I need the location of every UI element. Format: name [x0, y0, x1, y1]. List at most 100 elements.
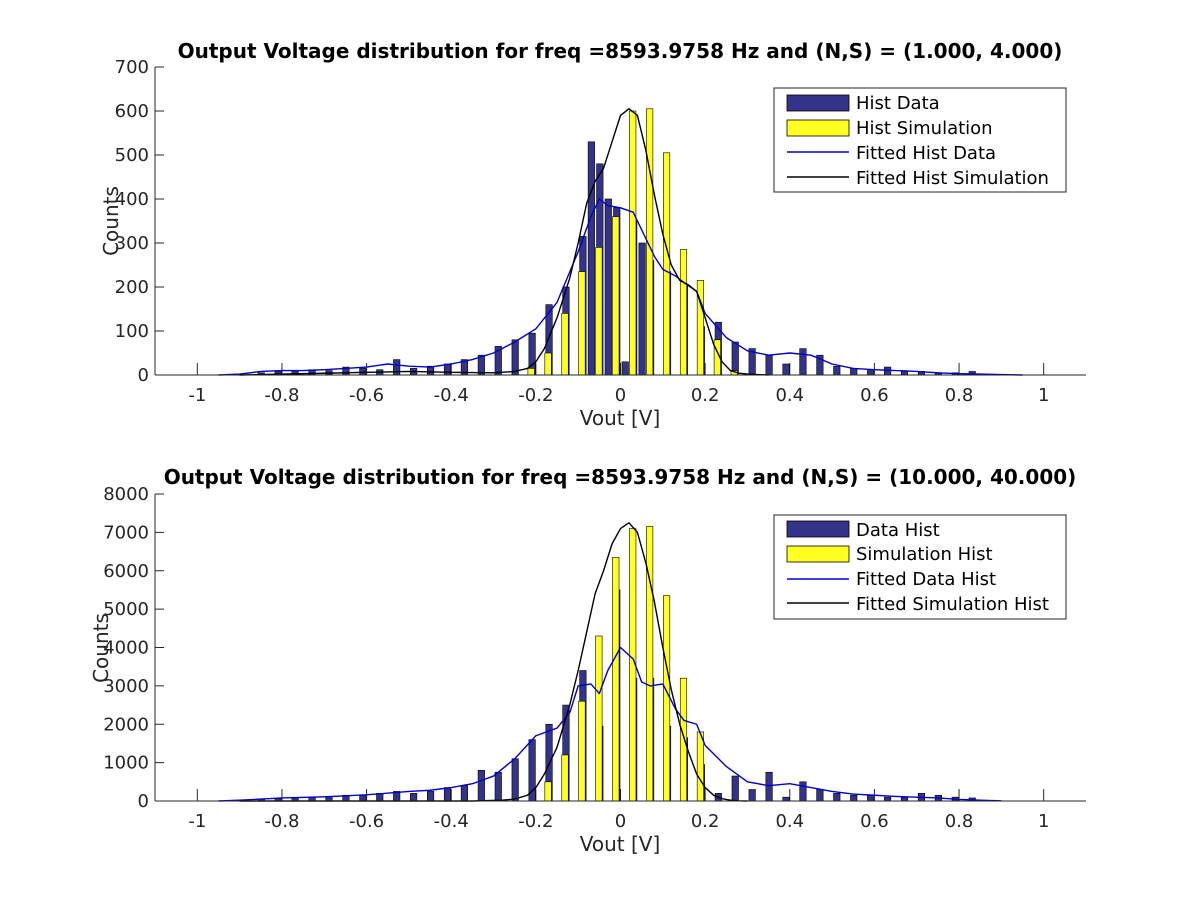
chart-top: Output Voltage distribution for freq =85…: [99, 39, 1086, 430]
y-tick-label: 6000: [103, 561, 149, 582]
data-hist-bar: [782, 796, 790, 802]
data-hist-bar: [799, 348, 807, 376]
x-tick-label: 1: [1038, 385, 1049, 406]
legend-label-simulation-hist: Simulation Hist: [856, 544, 993, 565]
y-tick-label: 400: [115, 189, 149, 210]
y-tick-label: 0: [138, 365, 149, 386]
data-hist-bar: [782, 363, 790, 376]
data-hist-bar: [460, 785, 468, 802]
legend-swatch-hist-data: [786, 94, 850, 112]
simulation-hist-bar: [612, 216, 620, 376]
x-tick-label: 1: [1038, 811, 1049, 832]
data-hist-bar: [816, 789, 824, 802]
data-hist-bar: [900, 796, 909, 802]
simulation-hist-bar: [679, 249, 688, 376]
chart-title: Output Voltage distribution for freq =85…: [178, 39, 1063, 63]
simulation-hist-bar: [696, 731, 704, 802]
simulation-hist-bar: [578, 271, 586, 376]
y-tick-label: 1000: [103, 753, 149, 774]
x-tick-label: -0.6: [349, 385, 384, 406]
data-hist-bar: [731, 341, 739, 376]
axes-box: [154, 67, 1086, 376]
x-tick-label: -1: [188, 811, 206, 832]
x-tick-label: 0: [615, 811, 626, 832]
data-hist-bar: [426, 791, 435, 802]
data-hist-bar: [604, 198, 612, 376]
x-tick-label: -1: [188, 385, 206, 406]
x-tick-label: 0.8: [945, 811, 974, 832]
x-tick-label: -0.8: [264, 811, 299, 832]
axis-ticks: -1 -0.8 -0.6 -0.4 -0.2 0 0.2 0.4 0.6 0.8 1 0 100 200 3…: [115, 57, 1050, 406]
legend-label-fitted-simulation-hist: Fitted Simulation Hist: [856, 594, 1049, 615]
simulation-hist-bar: [561, 313, 569, 376]
data-hist-bar: [359, 794, 367, 802]
fitted-data-curve: [218, 646, 1002, 802]
simulation-hist-bar: [663, 152, 671, 376]
y-tick-label: 500: [115, 145, 149, 166]
simulation-hist-bar: [527, 368, 535, 376]
fitted-curves: [218, 108, 1023, 376]
data-hist-bar: [393, 359, 401, 376]
y-tick-label: 5000: [103, 599, 149, 620]
data-hist-bar: [443, 363, 452, 376]
simulation-hist-bar: [629, 110, 637, 376]
simulation-hist-bar: [544, 781, 552, 802]
x-axis-label: Vout [V]: [580, 406, 661, 430]
x-tick-label: 0.4: [775, 385, 804, 406]
data-hist-bar: [850, 794, 858, 802]
simulation-hist-bar: [561, 754, 569, 802]
data-hist-bar: [621, 361, 629, 376]
legend-label-data-hist: Data Hist: [856, 520, 940, 541]
x-tick-label: 0.8: [945, 385, 974, 406]
x-tick-label: -0.4: [434, 385, 469, 406]
y-tick-label: 8000: [103, 484, 149, 505]
data-hist-bar: [511, 339, 519, 376]
data-hist-bar: [799, 781, 807, 802]
x-axis-label: Vout [V]: [580, 832, 661, 856]
y-tick-label: 4000: [103, 638, 149, 659]
legend-swatch-hist-simulation: [786, 119, 850, 137]
x-tick-label: -0.2: [518, 811, 553, 832]
x-tick-label: 0.6: [860, 811, 889, 832]
y-tick-label: 2000: [103, 714, 149, 735]
x-tick-label: -0.8: [264, 385, 299, 406]
fitted-data-curve: [218, 198, 1023, 376]
data-hist-bar: [833, 365, 841, 376]
y-tick-label: 3000: [103, 676, 149, 697]
data-hist-bar: [638, 242, 646, 376]
x-tick-label: 0.6: [860, 385, 889, 406]
data-hist-bar: [884, 796, 892, 802]
legend-label-fitted-hist-data: Fitted Hist Data: [856, 143, 996, 164]
y-tick-label: 100: [115, 321, 149, 342]
x-tick-label: 0.4: [775, 811, 804, 832]
fitted-simulation-curve: [239, 522, 748, 802]
simulation-hist-bar: [578, 700, 586, 802]
y-tick-label: 600: [115, 101, 149, 122]
data-hist-bar: [477, 769, 485, 802]
legend-swatch-data-hist: [786, 520, 850, 538]
data-hist-bar: [511, 758, 519, 802]
legend: Data Hist Simulation Hist Fitted Data Hi…: [773, 514, 1067, 620]
legend: Hist Data Hist Simulation Fitted Hist Da…: [773, 87, 1067, 193]
x-tick-label: -0.2: [518, 385, 553, 406]
data-hist-bar: [867, 369, 875, 376]
data-hist-bar: [765, 354, 773, 376]
legend-label-fitted-data-hist: Fitted Data Hist: [856, 569, 996, 590]
y-tick-label: 700: [115, 57, 149, 78]
legend-label-hist-data: Hist Data: [856, 93, 940, 114]
x-tick-label: -0.6: [349, 811, 384, 832]
data-hist-bar: [587, 141, 595, 376]
legend-swatch-simulation-hist: [786, 545, 850, 563]
data-hist-bar: [867, 794, 875, 802]
y-tick-label: 0: [138, 791, 149, 812]
x-tick-label: 0: [615, 385, 626, 406]
fitted-simulation-curve: [239, 108, 769, 376]
x-tick-label: -0.4: [434, 811, 469, 832]
data-hist-bar: [748, 789, 756, 802]
data-hist-bar: [410, 793, 418, 802]
y-axis-label: Counts: [99, 186, 123, 256]
simulation-hist-bar: [595, 635, 603, 802]
simulation-hist-bar: [595, 247, 603, 376]
axes-box: [154, 494, 1086, 802]
legend-label-fitted-hist-simulation: Fitted Hist Simulation: [856, 168, 1049, 189]
